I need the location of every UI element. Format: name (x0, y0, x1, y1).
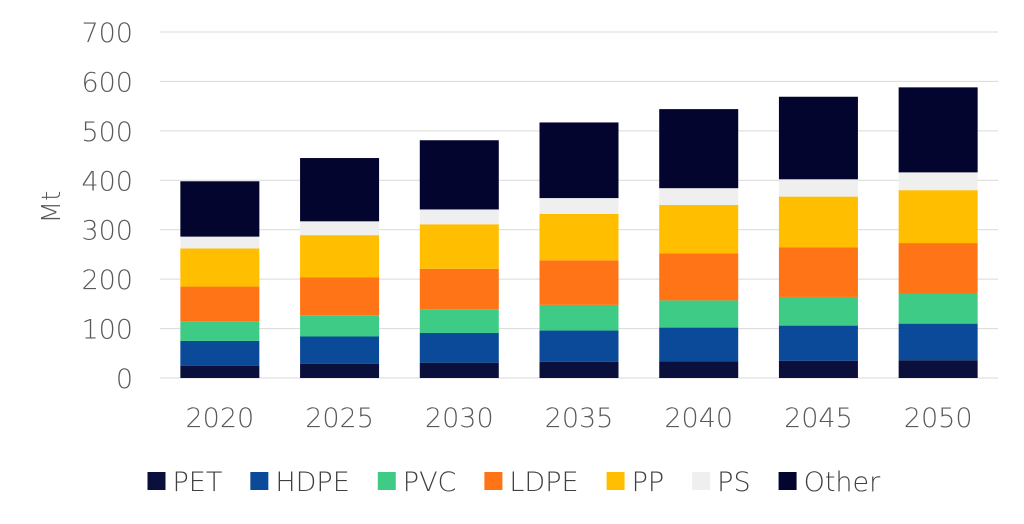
bar-segment-ldpe (539, 260, 619, 305)
bar-segment-ps (778, 179, 858, 197)
legend: PET HDPE PVC LDPE PP PS Other (147, 467, 882, 498)
bar-segment-pet (659, 361, 739, 378)
bar-segment-hdpe (659, 327, 739, 362)
bar-segment-pvc (419, 309, 499, 334)
bar-segment-pvc (659, 300, 739, 328)
bar-segment-other (778, 96, 858, 180)
legend-label-ps: PS (717, 467, 750, 498)
bar-segment-ps (898, 172, 978, 191)
x-tick-label: 2040 (664, 403, 733, 434)
bar-segment-ldpe (659, 253, 739, 301)
bar-segment-pvc (898, 293, 978, 324)
y-tick-label: 0 (116, 364, 133, 395)
y-axis-ticks: 0 100 200 300 400 500 600 700 (81, 18, 133, 395)
x-tick-label: 2030 (425, 403, 494, 434)
bar-segment-pp (778, 196, 858, 248)
x-tick-label: 2035 (545, 403, 614, 434)
x-tick-label: 2020 (185, 403, 254, 434)
bar-segment-pet (778, 360, 858, 378)
bar-segment-pet (300, 363, 380, 378)
legend-label-pvc: PVC (403, 467, 457, 498)
legend-label-hdpe: HDPE (275, 467, 349, 498)
bar-segment-ldpe (180, 286, 260, 322)
bar-segment-ldpe (300, 277, 380, 316)
bar-segment-hdpe (300, 336, 380, 364)
legend-swatch-ps (692, 472, 711, 490)
y-tick-label: 500 (81, 117, 133, 148)
bar-segment-hdpe (419, 333, 499, 363)
bar-segment-pet (539, 361, 619, 378)
legend-label-pet: PET (173, 467, 223, 498)
legend-swatch-pvc (377, 472, 396, 490)
y-tick-label: 100 (81, 315, 133, 346)
bar-segment-pvc (778, 296, 858, 326)
bar-segment-pvc (300, 315, 380, 337)
legend-swatch-other (778, 472, 797, 490)
x-axis-ticks: 2020 2025 2030 2035 2040 2045 2050 (185, 403, 972, 434)
bar-segment-pp (898, 190, 978, 244)
bar-segment-pvc (180, 321, 260, 341)
bar-segment-ps (419, 209, 499, 225)
legend-swatch-pp (606, 472, 625, 490)
legend-label-other: Other (804, 467, 882, 498)
legend-label-pp: PP (632, 467, 665, 498)
bar-segment-ldpe (898, 243, 978, 294)
bar-segment-ps (539, 198, 619, 214)
bar-segment-pp (180, 248, 260, 287)
y-tick-label: 400 (81, 166, 133, 197)
bar-segment-ldpe (419, 268, 499, 310)
bar-segment-ps (180, 236, 260, 249)
bar-segment-pet (419, 362, 499, 378)
bar-segment-other (419, 140, 499, 210)
bar-segment-hdpe (778, 325, 858, 361)
bar-segment-pp (539, 213, 619, 261)
bar-segment-pp (300, 235, 380, 278)
bar-segment-other (898, 87, 978, 173)
legend-label-ldpe: LDPE (509, 467, 578, 498)
y-tick-label: 200 (81, 265, 133, 296)
bar-segment-pvc (539, 304, 619, 331)
bar-segment-hdpe (898, 323, 978, 361)
bar-segment-hdpe (180, 340, 260, 366)
bar-segment-ps (300, 221, 380, 236)
bar-segment-hdpe (539, 330, 619, 362)
bar-segment-pp (419, 224, 499, 269)
y-tick-label: 600 (81, 67, 133, 98)
bar-segment-other (300, 158, 380, 222)
y-tick-label: 300 (81, 216, 133, 247)
bar-segment-ldpe (778, 247, 858, 297)
bars (180, 87, 978, 378)
bar-segment-other (659, 109, 739, 189)
x-tick-label: 2050 (904, 403, 973, 434)
bar-segment-ps (659, 188, 739, 205)
bar-segment-pp (659, 205, 739, 254)
bar-segment-pet (898, 360, 978, 378)
legend-swatch-pet (147, 472, 166, 490)
y-axis-label: Mt (37, 191, 67, 224)
bar-segment-other (180, 181, 260, 237)
x-tick-label: 2025 (305, 403, 374, 434)
bar-segment-other (539, 122, 619, 199)
bar-segment-pet (180, 365, 260, 378)
x-tick-label: 2045 (784, 403, 853, 434)
y-tick-label: 700 (81, 18, 133, 49)
legend-swatch-hdpe (250, 472, 269, 490)
legend-swatch-ldpe (484, 472, 503, 490)
